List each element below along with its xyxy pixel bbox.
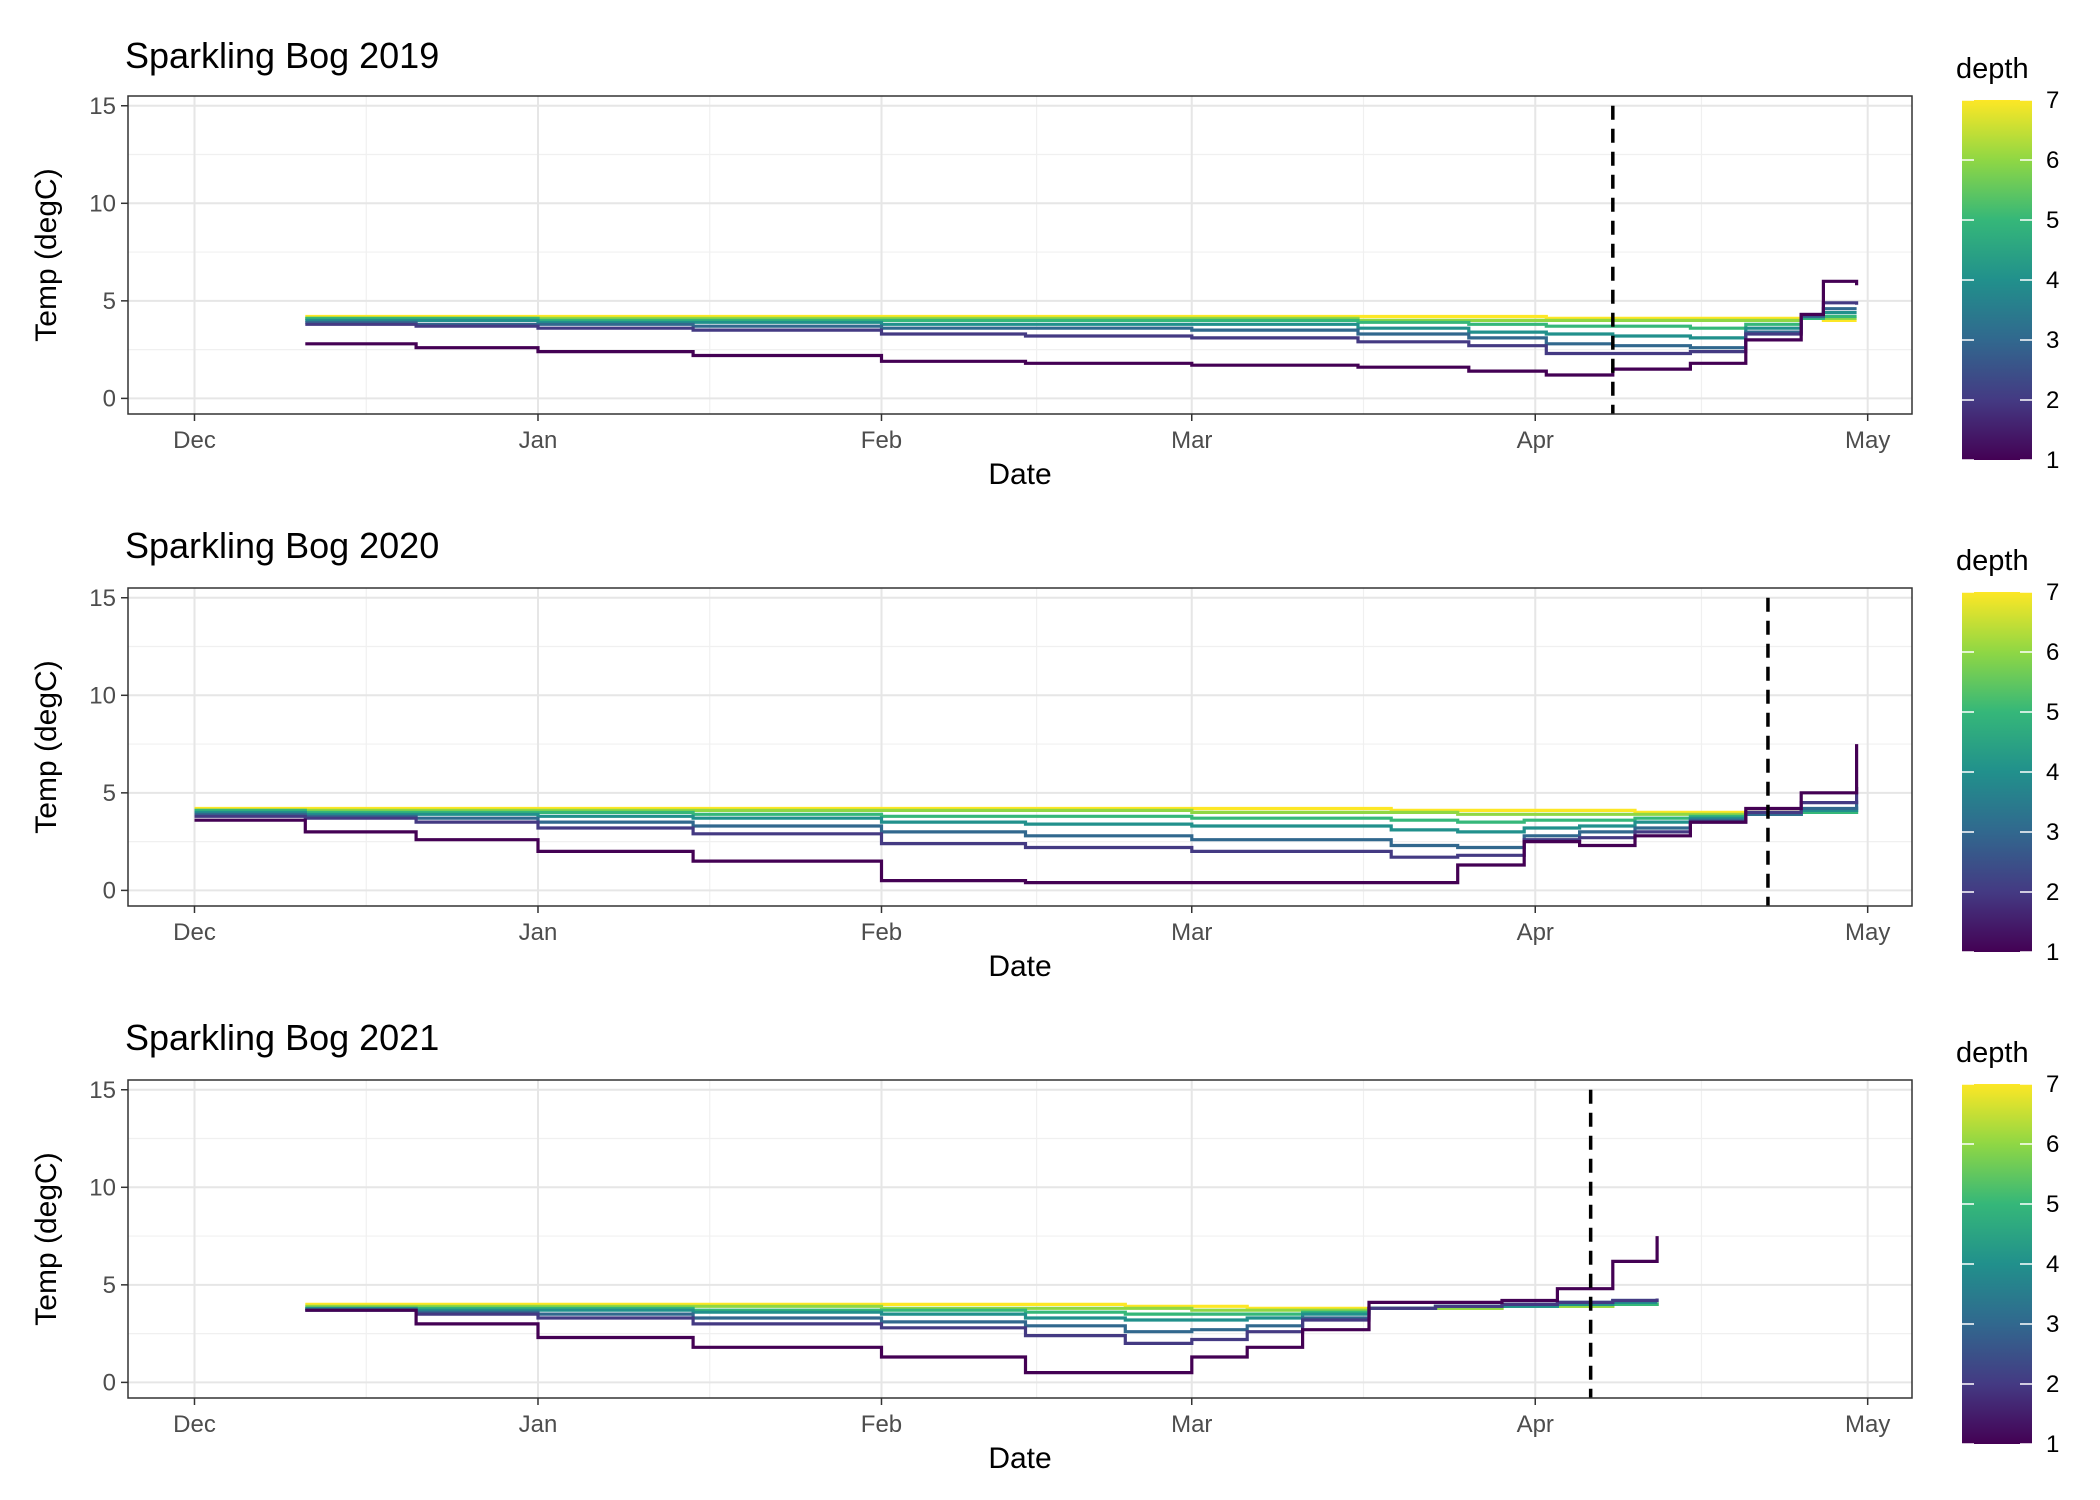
legend-tick-label: 7	[2046, 87, 2059, 114]
y-axis-title: Temp (degC)	[30, 168, 63, 341]
x-tick-label: Dec	[173, 919, 216, 946]
series-line-depth-4	[194, 806, 1859, 834]
depth-legend: depth 1 2 3 4 5 6 7	[1956, 53, 2059, 474]
legend-tick-label: 2	[2046, 387, 2059, 414]
y-tick-label: 15	[89, 585, 116, 612]
x-tick-label: Apr	[1517, 427, 1554, 454]
plot-area	[128, 1080, 1912, 1398]
y-tick-label: 5	[103, 780, 116, 807]
legend-title: depth	[1956, 53, 2029, 85]
series-line-depth-1	[305, 1236, 1659, 1375]
panel-title: Sparkling Bog 2021	[125, 1017, 439, 1058]
legend-tick-label: 5	[2046, 207, 2059, 234]
panel-border	[127, 1079, 1913, 1399]
panel-border	[127, 95, 1913, 415]
legend-tick-label: 1	[2046, 447, 2059, 474]
legend-tick-label: 4	[2046, 1251, 2059, 1278]
legend-tick-label: 5	[2046, 699, 2059, 726]
x-tick-label: Mar	[1171, 919, 1212, 946]
legend-tick-label: 6	[2046, 1131, 2059, 1158]
x-tick-label: Apr	[1517, 919, 1554, 946]
legend-tick-label: 4	[2046, 759, 2059, 786]
y-tick-label: 0	[103, 385, 116, 412]
y-tick-label: 10	[89, 1174, 116, 1201]
legend-tick-label: 4	[2046, 267, 2059, 294]
legend-tick-label: 2	[2046, 879, 2059, 906]
depth-legend: depth 1 2 3 4 5 6 7	[1956, 545, 2059, 966]
x-axis-title: Date	[988, 1442, 1051, 1475]
x-tick-label: Jan	[519, 1411, 558, 1438]
x-tick-label: Dec	[173, 427, 216, 454]
x-tick-label: Feb	[861, 427, 902, 454]
series-line-depth-6	[194, 808, 1857, 816]
series-line-depth-2	[305, 1298, 1659, 1345]
legend-tick-label: 1	[2046, 1431, 2059, 1458]
legend-tick-label: 7	[2046, 579, 2059, 606]
plot-area	[128, 96, 1912, 414]
y-axis-title: Temp (degC)	[30, 660, 63, 833]
x-axis-title: Date	[988, 458, 1051, 491]
series-line-depth-3	[305, 307, 1857, 350]
series-line-depth-1	[194, 744, 1859, 885]
x-tick-label: Mar	[1171, 1411, 1212, 1438]
series-line-depth-6	[305, 1302, 1659, 1312]
x-tick-label: Mar	[1171, 427, 1212, 454]
panel-title: Sparkling Bog 2019	[125, 35, 439, 76]
y-tick-label: 10	[89, 682, 116, 709]
legend-tick-label: 5	[2046, 1191, 2059, 1218]
y-tick-label: 0	[103, 1369, 116, 1396]
series-line-depth-4	[305, 311, 1857, 340]
y-tick-label: 10	[89, 190, 116, 217]
legend-title: depth	[1956, 545, 2029, 577]
x-tick-label: Jan	[519, 919, 558, 946]
series-line-depth-1	[305, 279, 1859, 377]
x-tick-label: May	[1845, 1411, 1890, 1438]
x-tick-label: May	[1845, 427, 1890, 454]
x-tick-label: Feb	[861, 1411, 902, 1438]
legend-tick-label: 7	[2046, 1071, 2059, 1098]
panel-border	[127, 587, 1913, 907]
legend-title: depth	[1956, 1037, 2029, 1069]
x-axis-title: Date	[988, 950, 1051, 983]
legend-tick-label: 3	[2046, 1311, 2059, 1338]
x-tick-label: Jan	[519, 427, 558, 454]
series-line-depth-7	[194, 806, 1857, 814]
y-tick-label: 5	[103, 1272, 116, 1299]
plot-area	[128, 588, 1912, 906]
legend-tick-label: 2	[2046, 1371, 2059, 1398]
legend-tick-label: 6	[2046, 147, 2059, 174]
legend-tick-label: 3	[2046, 327, 2059, 354]
x-tick-label: Feb	[861, 919, 902, 946]
legend-tick-label: 3	[2046, 819, 2059, 846]
y-tick-label: 5	[103, 288, 116, 315]
legend-tick-label: 1	[2046, 939, 2059, 966]
x-tick-label: Dec	[173, 1411, 216, 1438]
y-tick-label: 15	[89, 93, 116, 120]
series-line-depth-4	[305, 1300, 1658, 1322]
panel-title: Sparkling Bog 2020	[125, 525, 439, 566]
y-axis-title: Temp (degC)	[30, 1152, 63, 1325]
x-tick-label: Apr	[1517, 1411, 1554, 1438]
y-tick-label: 15	[89, 1077, 116, 1104]
y-tick-label: 0	[103, 877, 116, 904]
series-line-depth-3	[194, 800, 1859, 850]
legend-tick-label: 6	[2046, 639, 2059, 666]
x-tick-label: May	[1845, 919, 1890, 946]
depth-legend: depth 1 2 3 4 5 6 7	[1956, 1037, 2059, 1458]
